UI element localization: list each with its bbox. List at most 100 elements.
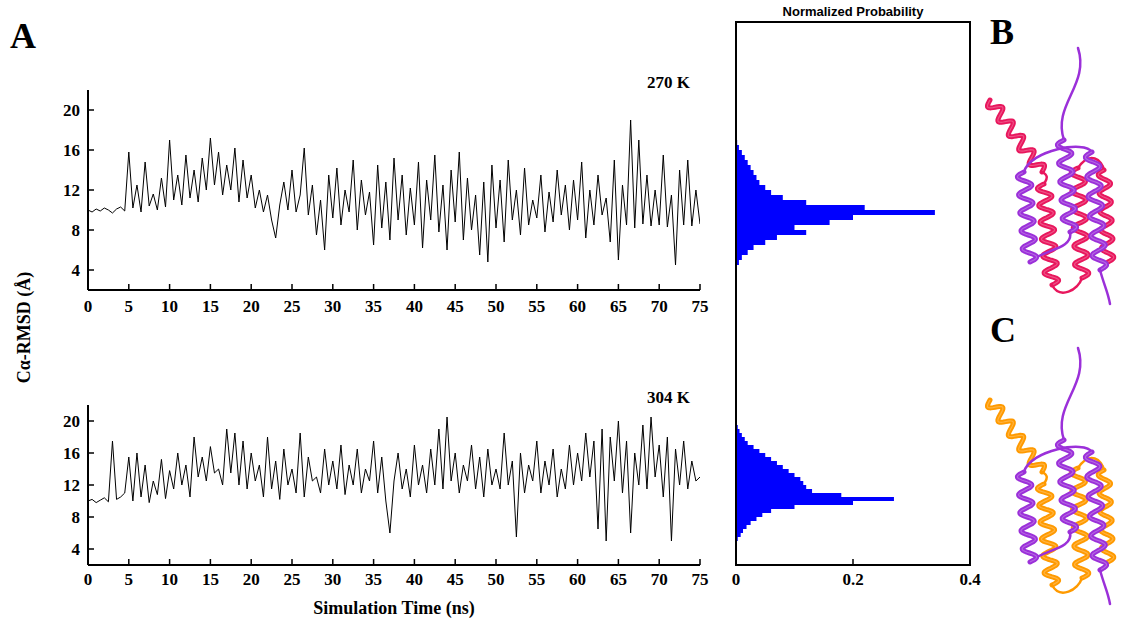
histogram-bar [736, 210, 935, 215]
histogram-bar [736, 465, 783, 469]
histogram-bar [736, 180, 759, 185]
histogram-bar [736, 469, 789, 473]
x-tick [536, 559, 538, 565]
y-tick [88, 109, 94, 111]
y-tick [88, 548, 94, 550]
panel-letter: C [990, 310, 1016, 350]
line-panel: 4812162005101520253035404550556065707527… [63, 73, 709, 316]
x-tick [210, 284, 212, 290]
loop [1052, 578, 1082, 593]
x-tick-label: 30 [324, 297, 341, 316]
y-tick-label: 4 [72, 261, 81, 280]
histogram-bar [736, 457, 771, 461]
x-tick-label: 0.2 [842, 570, 863, 589]
helix [1057, 140, 1076, 232]
loop [1024, 447, 1092, 472]
x-tick-label: 40 [406, 297, 423, 316]
y-tick [88, 516, 94, 518]
x-tick [332, 559, 334, 565]
histogram-bar [736, 501, 853, 505]
histogram-bar [736, 205, 865, 210]
y-tick-label: 20 [63, 101, 80, 120]
protein-structure [988, 48, 1114, 304]
x-tick [454, 284, 456, 290]
x-tick [250, 559, 252, 565]
helix [1057, 440, 1076, 532]
loop [1052, 278, 1082, 293]
x-tick [128, 284, 130, 290]
loop [1100, 270, 1110, 304]
x-tick-label: 75 [692, 570, 709, 589]
plot-area [736, 421, 894, 541]
x-tick [699, 284, 701, 290]
histogram-bar [736, 445, 754, 449]
histogram-bar [736, 453, 765, 457]
plot-area [88, 417, 700, 541]
histogram-bar [736, 240, 765, 245]
y-tick [88, 452, 94, 454]
x-tick-label: 55 [528, 297, 545, 316]
y-tick-label: 4 [72, 540, 81, 559]
histogram-bar [736, 200, 806, 205]
panel-letter: A [10, 16, 36, 56]
x-tick-label: 50 [488, 570, 505, 589]
histogram-bar [736, 245, 754, 250]
histogram-bar [736, 190, 771, 195]
x-tick-label: 0 [84, 570, 93, 589]
helix-shine [1017, 472, 1036, 562]
histogram-bar [736, 225, 795, 230]
x-tick [169, 284, 171, 290]
histogram-bar [736, 525, 747, 529]
helix [1017, 472, 1036, 562]
helix-shine [1085, 152, 1106, 270]
histogram-bar [736, 170, 754, 175]
rmsd-line [88, 417, 700, 541]
x-tick [658, 559, 660, 565]
y-tick-label: 12 [63, 476, 80, 495]
x-tick-label: 70 [651, 297, 668, 316]
histogram-bar [736, 513, 762, 517]
y-tick [88, 484, 94, 486]
x-axis-title: Simulation Time (ns) [313, 598, 474, 619]
x-tick [169, 559, 171, 565]
x-tick-label: 5 [125, 570, 134, 589]
histogram-bar [736, 529, 743, 533]
helix [1085, 452, 1106, 570]
histogram-title: Normalized Probability [783, 4, 925, 19]
x-tick-label: 0 [732, 570, 741, 589]
y-tick [88, 269, 94, 271]
x-tick-label: 60 [569, 570, 586, 589]
x-tick [495, 284, 497, 290]
helix-shine [1037, 184, 1058, 285]
x-tick [414, 284, 416, 290]
plot-area [736, 140, 935, 265]
x-tick [536, 284, 538, 290]
plot-area [88, 120, 700, 265]
x-tick-label: 60 [569, 297, 586, 316]
x-tick [210, 559, 212, 565]
histogram-bar [736, 497, 894, 501]
x-tick-label: 55 [528, 570, 545, 589]
helix-shine [988, 100, 1045, 172]
x-tick-label: 50 [488, 297, 505, 316]
helix [988, 100, 1045, 172]
histogram-bar [736, 509, 771, 513]
y-tick [88, 420, 94, 422]
histogram-bar [736, 235, 777, 240]
histogram-bar [736, 195, 783, 200]
histogram-bar [736, 160, 748, 165]
x-tick-label: 10 [161, 297, 178, 316]
y-tick-label: 16 [63, 141, 80, 160]
x-tick [291, 284, 293, 290]
histogram-panel: 00.20.4 [732, 421, 981, 589]
histogram-panel [736, 140, 935, 265]
histogram-bar [736, 165, 751, 170]
histogram-bar [736, 489, 812, 493]
x-tick-label: 15 [202, 570, 219, 589]
helix-shine [1057, 140, 1076, 232]
x-tick-label: 25 [284, 297, 301, 316]
histogram-bar [736, 485, 806, 489]
x-tick [658, 284, 660, 290]
x-tick-label: 30 [324, 570, 341, 589]
histogram-bar [736, 493, 841, 497]
